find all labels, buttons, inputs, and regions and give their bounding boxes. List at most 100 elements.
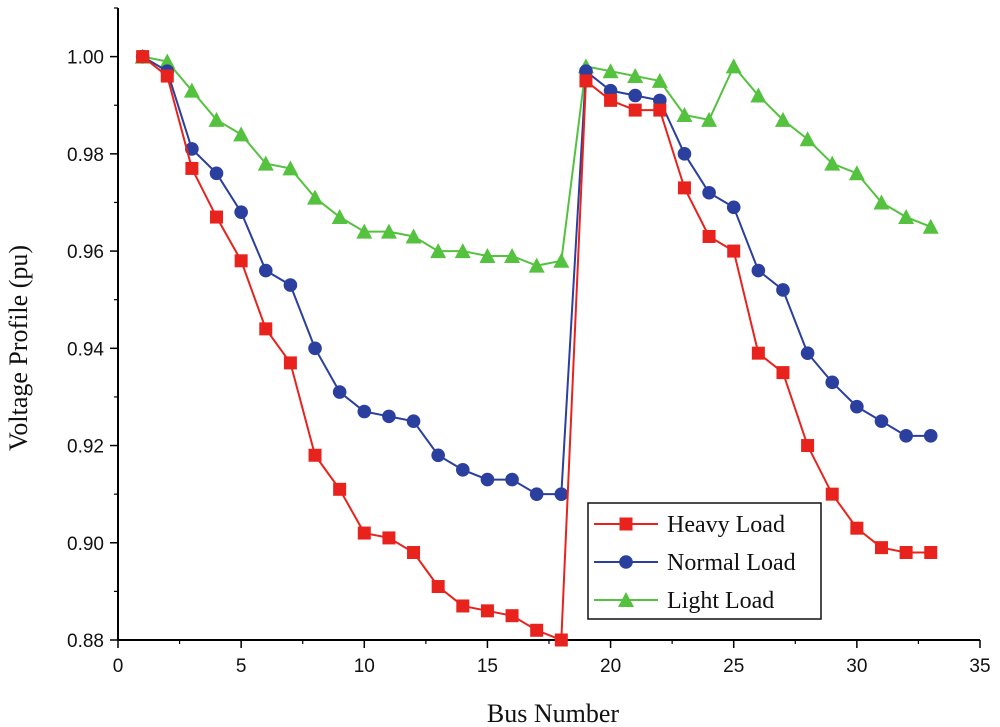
heavy-load-point xyxy=(160,69,174,83)
normal-load-point xyxy=(283,278,298,292)
y-tick-label: 0.94 xyxy=(67,339,104,360)
normal-load-point xyxy=(209,166,224,181)
heavy-load-point xyxy=(283,356,297,370)
heavy-load-point xyxy=(308,448,322,462)
legend-heavy-load-marker xyxy=(619,517,633,531)
light-load-point xyxy=(799,131,816,147)
light-load-point xyxy=(528,257,545,273)
light-load-line xyxy=(142,55,932,267)
x-tick-label: 30 xyxy=(846,656,867,677)
heavy-load-point xyxy=(185,161,199,175)
normal-load-point xyxy=(751,263,766,278)
heavy-load-point xyxy=(505,609,519,623)
y-tick-label: 0.98 xyxy=(67,145,104,166)
x-tick-label: 35 xyxy=(969,656,990,677)
normal-load-point xyxy=(234,205,248,219)
normal-load-point xyxy=(480,472,495,487)
heavy-load-point xyxy=(628,103,642,117)
light-load-point xyxy=(307,189,324,205)
light-load-point xyxy=(356,223,373,239)
light-load-point xyxy=(380,223,397,239)
normal-load-point xyxy=(776,283,790,297)
normal-load-point xyxy=(456,463,470,477)
normal-load-point xyxy=(406,414,421,429)
heavy-load-point xyxy=(825,487,839,501)
heavy-load-point xyxy=(874,541,888,555)
legend-normal-load-label: Normal Load xyxy=(667,550,796,576)
normal-load-point xyxy=(357,404,372,419)
normal-load-point xyxy=(258,263,273,278)
light-load-point xyxy=(430,243,447,259)
heavy-load-point xyxy=(431,580,445,594)
normal-load-point xyxy=(554,487,569,501)
light-load-point xyxy=(922,218,939,234)
normal-load-point xyxy=(308,341,322,356)
light-load-point xyxy=(627,68,644,84)
heavy-load-point xyxy=(210,210,224,224)
normal-load-line xyxy=(142,55,931,496)
normal-load-point xyxy=(628,88,642,103)
light-load-point xyxy=(725,58,742,74)
y-tick-label: 1.00 xyxy=(67,48,104,69)
heavy-load-point xyxy=(702,229,716,243)
light-load-point xyxy=(824,155,841,171)
legend-light-load-label: Light Load xyxy=(667,588,774,614)
plot-area: 0 5 10 15 20 25 30 35 0.88 0.90 0.92 0.94 0.96 0.98 1.… xyxy=(67,7,991,677)
heavy-load-point xyxy=(776,366,790,380)
light-load-point xyxy=(898,209,915,225)
x-tick-label: 5 xyxy=(236,656,247,677)
heavy-load-point xyxy=(727,244,741,258)
x-tick-label: 25 xyxy=(723,656,744,677)
light-load-point xyxy=(750,87,767,103)
light-load-point xyxy=(504,247,521,263)
heavy-load-point xyxy=(604,93,618,107)
light-load-point xyxy=(553,252,570,268)
light-load-point xyxy=(848,165,865,181)
light-load-point xyxy=(873,194,890,210)
light-load-point xyxy=(479,247,496,263)
y-tick-label: 0.96 xyxy=(67,242,104,263)
light-load-point xyxy=(282,160,299,176)
normal-load-point xyxy=(431,448,445,463)
light-load-point xyxy=(257,155,274,171)
legend-heavy-load-label: Heavy Load xyxy=(667,512,785,538)
normal-load-point xyxy=(382,409,396,424)
light-load-point xyxy=(651,72,668,88)
heavy-load-point xyxy=(554,633,568,647)
light-load-point xyxy=(701,111,718,127)
light-load-point xyxy=(774,111,791,127)
light-load-point xyxy=(602,63,619,79)
heavy-load-point xyxy=(530,623,544,637)
heavy-load-point xyxy=(751,346,765,360)
heavy-load-point xyxy=(456,599,470,613)
heavy-load-point xyxy=(357,526,371,540)
normal-load-point xyxy=(529,487,544,501)
heavy-load-point xyxy=(801,439,815,453)
normal-load-point xyxy=(923,429,938,443)
normal-load-point xyxy=(702,185,716,200)
heavy-load-point xyxy=(407,545,421,559)
legend-light-load-marker xyxy=(618,592,634,607)
y-tick-label: 0.88 xyxy=(67,631,104,652)
normal-load-point xyxy=(332,385,347,399)
normal-load-point xyxy=(677,147,692,161)
x-tick-label: 20 xyxy=(600,656,621,677)
light-load-point xyxy=(676,106,693,122)
y-tick-label: 0.90 xyxy=(67,534,104,555)
heavy-load-point xyxy=(899,545,913,559)
light-load-point xyxy=(208,111,225,127)
light-load-point xyxy=(233,126,250,142)
light-load-point xyxy=(405,228,422,244)
normal-load-point xyxy=(726,200,741,215)
light-load-point xyxy=(454,243,471,259)
heavy-load-point xyxy=(677,181,691,195)
normal-load-point xyxy=(874,414,889,429)
heavy-load-point xyxy=(653,103,667,117)
normal-load-point xyxy=(850,399,864,414)
normal-load-point xyxy=(899,429,913,443)
y-axis-title: Voltage Profile (pu) xyxy=(4,245,33,451)
heavy-load-point xyxy=(333,482,347,496)
x-tick-label: 10 xyxy=(354,656,375,677)
light-load-point xyxy=(159,53,176,69)
